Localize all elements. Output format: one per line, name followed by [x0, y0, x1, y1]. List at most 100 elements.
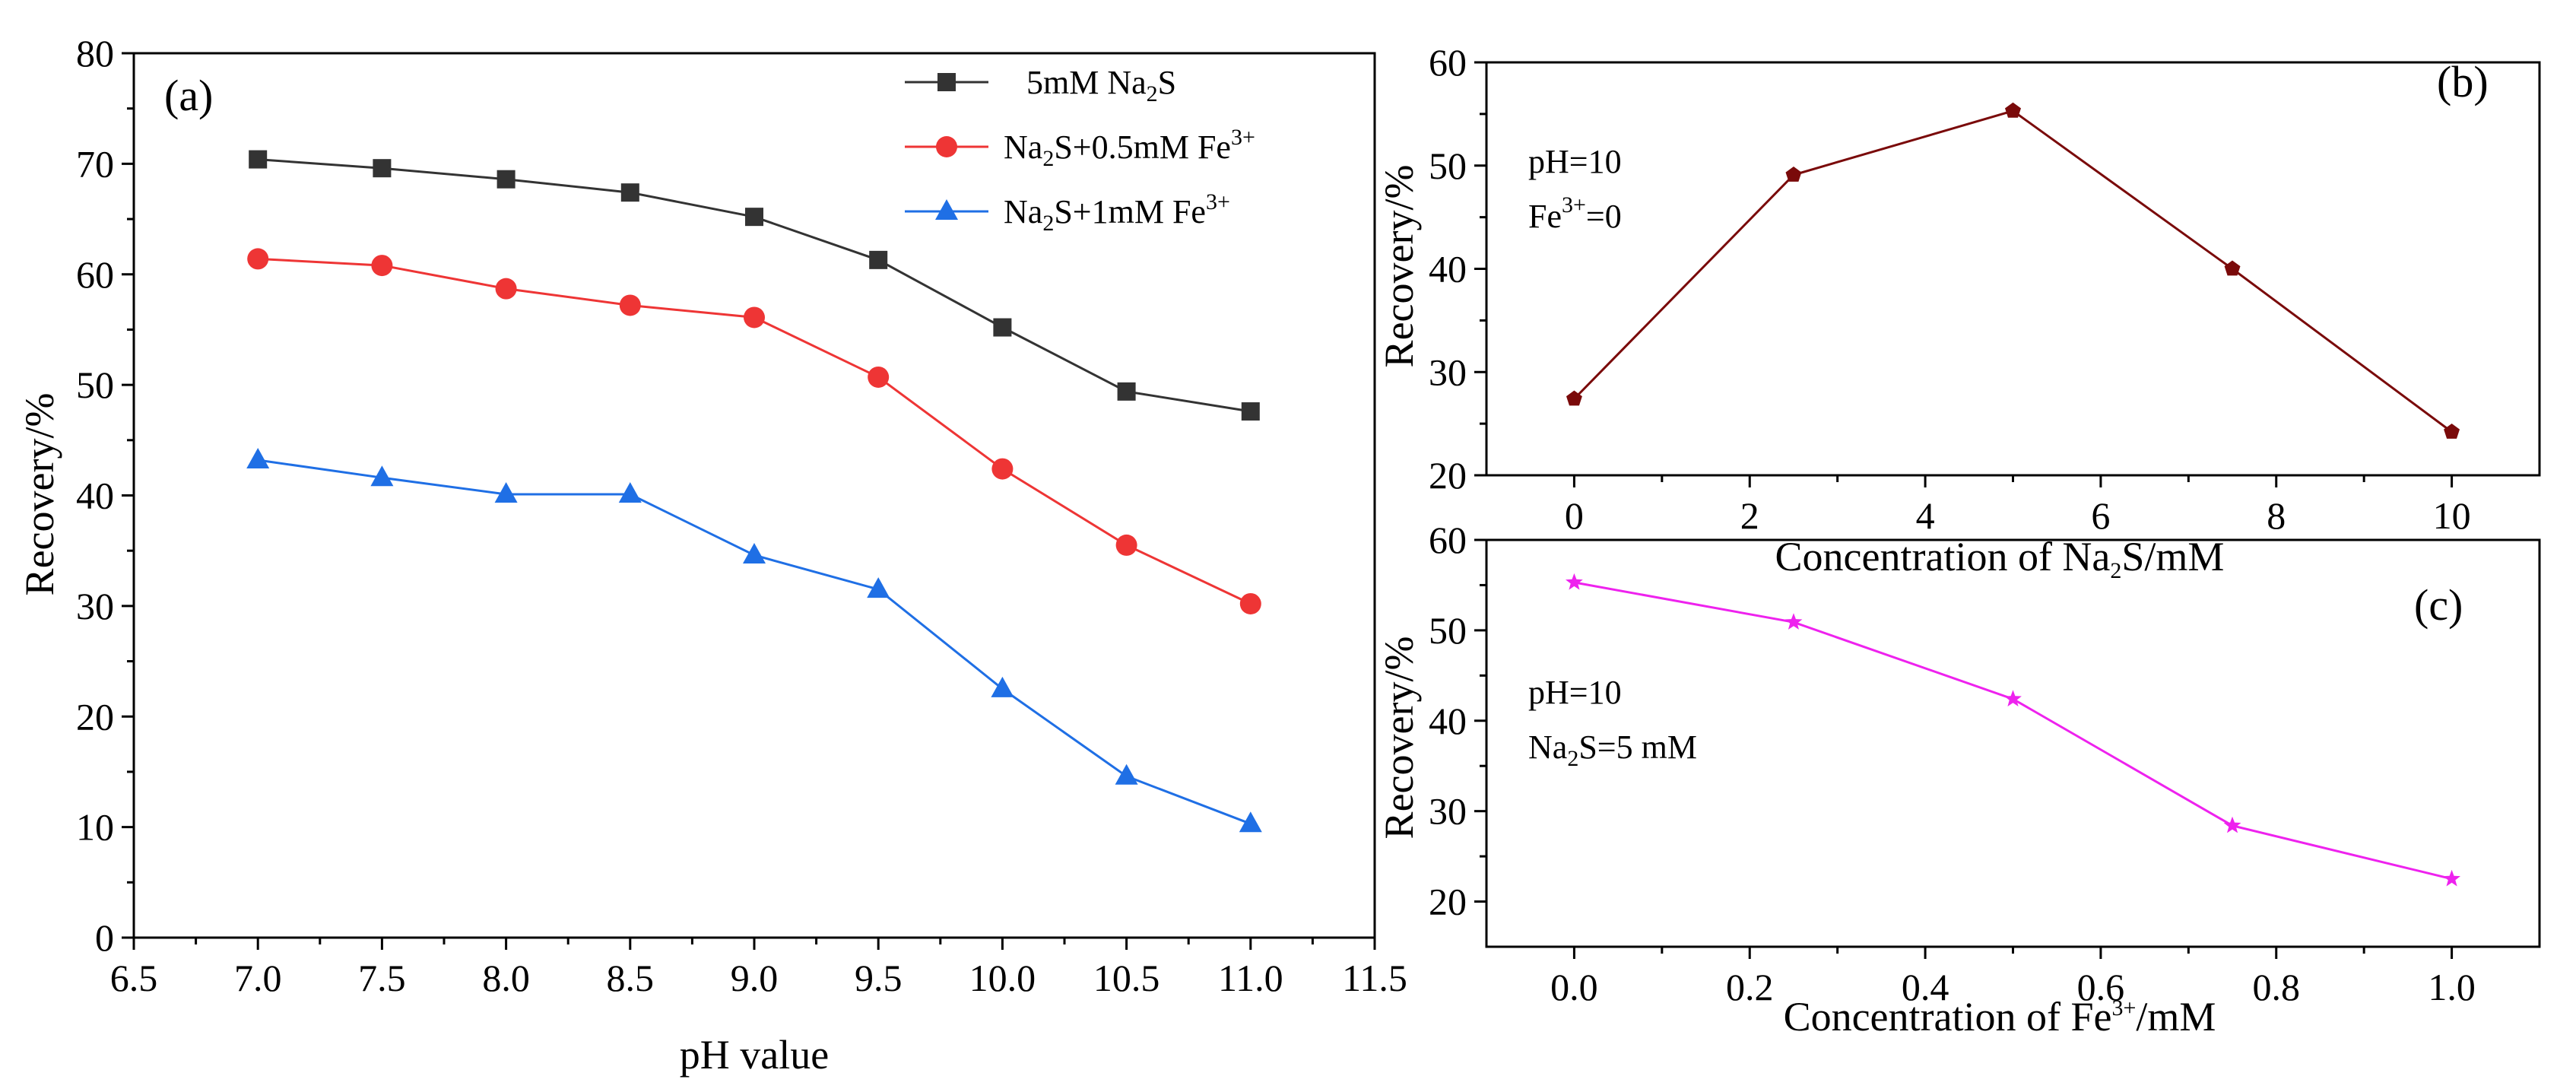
data-point — [1239, 592, 1261, 614]
data-point — [745, 208, 763, 227]
annotation-text: Na2S=5 mM — [1528, 729, 1697, 771]
data-point — [495, 278, 517, 300]
legend-marker — [937, 73, 956, 91]
x-axis-label: Concentration of Fe3+/mM — [1784, 994, 2216, 1040]
x-tick-label: 10 — [2433, 494, 2471, 537]
data-point — [618, 482, 642, 503]
data-point — [1785, 167, 1802, 182]
x-tick-label: 7.5 — [358, 957, 406, 999]
x-tick-label: 11.5 — [1342, 957, 1407, 999]
legend-marker — [936, 136, 957, 157]
data-point — [2004, 690, 2022, 706]
x-tick-label: 10.5 — [1093, 957, 1160, 999]
data-point — [373, 159, 392, 178]
y-tick-label: 60 — [1429, 519, 1467, 561]
y-tick-label: 40 — [1429, 248, 1467, 290]
series-1 — [247, 248, 1261, 614]
y-tick-label: 10 — [76, 806, 114, 849]
y-tick-label: 50 — [1429, 609, 1467, 652]
data-point — [2224, 260, 2241, 276]
data-point — [867, 577, 890, 598]
data-point — [1117, 382, 1136, 401]
y-tick-label: 60 — [76, 253, 114, 296]
y-tick-label: 60 — [1429, 41, 1467, 84]
series-0 — [1566, 102, 2460, 439]
series-line — [257, 459, 1252, 825]
x-tick-label: 2 — [1740, 494, 1759, 537]
y-tick-label: 70 — [76, 142, 114, 185]
y-tick-label: 0 — [95, 916, 114, 959]
x-tick-label: 6 — [2091, 494, 2110, 537]
data-point — [1115, 534, 1137, 556]
data-point — [743, 543, 766, 564]
data-point — [1784, 613, 1803, 630]
panel-label: (b) — [2437, 57, 2489, 106]
x-tick-label: 0.4 — [1902, 966, 1949, 1008]
data-point — [2005, 102, 2021, 118]
y-tick-label: 50 — [76, 363, 114, 406]
data-point — [620, 183, 639, 202]
data-point — [247, 248, 269, 270]
annotation-text: Fe3+=0 — [1528, 192, 1622, 235]
chart-panel-a: 6.5 7.0 7.5 8.0 8.5 9.0 9.5 10.0 10.5 11.0 11.5 0 10… — [17, 32, 1407, 1078]
x-tick-label: 0 — [1565, 494, 1584, 537]
data-point — [1115, 763, 1138, 785]
data-point — [2444, 424, 2460, 439]
y-axis-label: Recovery/% — [17, 393, 62, 596]
data-point — [2443, 869, 2460, 887]
x-tick-label: 11.0 — [1218, 957, 1283, 999]
x-tick-label: 8.0 — [482, 957, 530, 999]
data-point — [370, 465, 394, 487]
y-tick-label: 20 — [76, 695, 114, 738]
series-2 — [246, 447, 1262, 833]
data-point — [246, 447, 270, 468]
data-point — [619, 294, 641, 316]
legend-label: Na2S+0.5mM Fe3+ — [1004, 125, 1255, 171]
x-tick-label: 0.2 — [1726, 966, 1774, 1008]
data-point — [1566, 573, 1583, 590]
data-point — [496, 170, 516, 189]
data-point — [2223, 816, 2241, 833]
x-tick-label: 6.5 — [110, 957, 158, 999]
legend-label: Na2S+1mM Fe3+ — [1004, 189, 1230, 236]
x-tick-label: 0.0 — [1550, 966, 1598, 1008]
data-point — [991, 458, 1014, 480]
x-axis-label: Concentration of Na2S/mM — [1775, 534, 2225, 583]
data-point — [371, 255, 393, 277]
x-tick-label: 10.0 — [969, 957, 1036, 999]
x-tick-label: 8 — [2267, 494, 2286, 537]
y-tick-label: 30 — [76, 585, 114, 627]
data-point — [249, 150, 268, 169]
data-point — [1241, 402, 1260, 421]
x-tick-label: 7.0 — [234, 957, 282, 999]
y-tick-label: 30 — [1429, 351, 1467, 393]
y-tick-label: 40 — [1429, 700, 1467, 742]
series-line — [1574, 581, 2452, 881]
y-tick-label: 30 — [1429, 790, 1467, 833]
y-tick-label: 20 — [1429, 881, 1467, 923]
annotation-text: pH=10 — [1528, 143, 1622, 180]
x-tick-label: 0.8 — [2253, 966, 2301, 1008]
y-axis-label: Recovery/% — [1376, 165, 1422, 368]
annotation-text: pH=10 — [1528, 674, 1622, 711]
x-tick-label: 9.5 — [855, 957, 903, 999]
x-tick-label: 8.5 — [607, 957, 655, 999]
legend-label: 5mM Na2S — [1026, 64, 1176, 106]
plot-frame — [1485, 61, 2541, 477]
y-tick-label: 50 — [1429, 144, 1467, 187]
x-tick-label: 0.6 — [2077, 966, 2125, 1008]
series-0 — [249, 150, 1260, 421]
data-point — [869, 250, 888, 269]
y-tick-label: 80 — [76, 32, 114, 75]
y-tick-label: 40 — [76, 475, 114, 517]
panel-label: (c) — [2414, 580, 2463, 630]
plot-frame — [132, 52, 1376, 939]
x-tick-label: 9.0 — [731, 957, 779, 999]
data-point — [1239, 811, 1262, 833]
y-tick-label: 20 — [1429, 454, 1467, 497]
legend-marker — [935, 199, 958, 220]
data-point — [868, 366, 890, 388]
series-0 — [1566, 573, 2460, 887]
data-point — [494, 482, 518, 503]
